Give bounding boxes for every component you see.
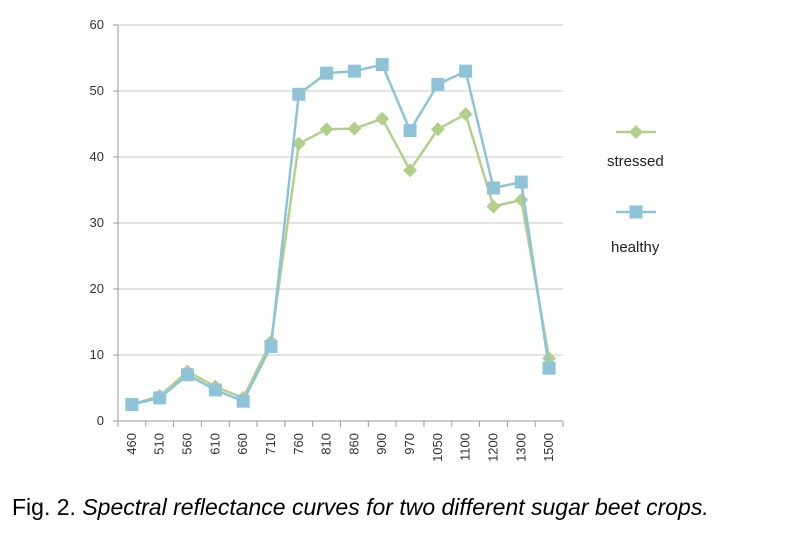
x-tick-labels: 460 510 560 610 660 710 760 810 860 900 970 1050 110… — [124, 433, 556, 462]
data-point-healthy — [514, 175, 528, 189]
x-tick-label: 810 — [319, 433, 334, 455]
data-point-healthy — [292, 87, 306, 101]
y-tick-label: 20 — [90, 281, 104, 296]
y-tick-label: 10 — [90, 347, 104, 362]
x-tick-label: 1050 — [430, 433, 445, 462]
x-tick-label: 900 — [374, 433, 389, 455]
x-tick-label: 660 — [235, 433, 250, 455]
x-tick-label: 760 — [291, 433, 306, 455]
caption-text: Spectral reflectance curves for two diff… — [82, 494, 709, 520]
data-point-healthy — [264, 339, 278, 353]
data-point-healthy — [403, 124, 417, 138]
x-tick-label: 610 — [207, 433, 222, 455]
series-healthy — [125, 58, 556, 411]
data-point-stressed — [319, 122, 334, 137]
data-point-stressed — [375, 111, 390, 126]
data-point-healthy — [431, 77, 445, 91]
data-point-healthy — [375, 58, 389, 72]
gridlines — [118, 24, 563, 356]
series-stressed — [124, 107, 557, 412]
data-point-stressed — [291, 136, 306, 151]
x-tick-label: 710 — [263, 433, 278, 455]
x-tick-label: 510 — [152, 433, 167, 455]
y-tick-label: 30 — [90, 215, 104, 230]
axes — [113, 24, 564, 427]
y-tick-labels: 0 10 20 30 40 50 60 — [90, 17, 104, 428]
data-point-stressed — [430, 122, 445, 137]
data-point-healthy — [459, 64, 473, 78]
caption-prefix: Fig. 2. — [12, 494, 76, 520]
y-tick-label: 50 — [90, 83, 104, 98]
data-point-healthy — [236, 394, 250, 408]
data-point-stressed — [458, 107, 473, 122]
series-line-healthy — [131, 63, 551, 406]
y-tick-label: 0 — [97, 413, 104, 428]
figure-caption: Fig. 2. Spectral reflectance curves for … — [12, 494, 709, 521]
legend-marker — [629, 205, 643, 219]
legend-marker — [629, 125, 643, 139]
legend-entry-healthy: healthy — [611, 205, 660, 256]
data-point-healthy — [320, 66, 334, 80]
data-point-healthy — [208, 383, 222, 397]
x-tick-label: 1200 — [485, 433, 500, 462]
legend-label: healthy — [611, 239, 660, 256]
data-point-stressed — [514, 192, 529, 207]
data-point-healthy — [125, 398, 139, 411]
data-point-stressed — [486, 199, 501, 214]
data-point-healthy — [542, 361, 556, 375]
x-tick-label: 460 — [124, 433, 139, 455]
data-point-stressed — [403, 163, 418, 178]
legend-entry-stressed: stressed — [607, 125, 664, 170]
data-point-healthy — [153, 391, 167, 405]
data-point-stressed — [347, 121, 362, 136]
spectral-reflectance-chart: 0 10 20 30 40 50 60 460 510 560 610 660 710 760 810 86… — [90, 17, 664, 462]
data-point-healthy — [486, 181, 500, 195]
x-tick-label: 860 — [346, 433, 361, 455]
legend-label: stressed — [607, 153, 664, 170]
x-tick-label: 560 — [180, 433, 195, 455]
legend: stressed healthy — [607, 125, 664, 256]
x-tick-label: 970 — [402, 433, 417, 455]
data-point-healthy — [181, 368, 195, 382]
y-tick-label: 60 — [90, 17, 104, 32]
x-tick-label: 1500 — [541, 433, 556, 462]
series-line-stressed — [131, 112, 551, 406]
data-series — [124, 58, 557, 412]
y-tick-label: 40 — [90, 149, 104, 164]
x-tick-label: 1300 — [513, 433, 528, 462]
x-tick-label: 1100 — [458, 433, 473, 461]
data-point-healthy — [347, 64, 361, 78]
